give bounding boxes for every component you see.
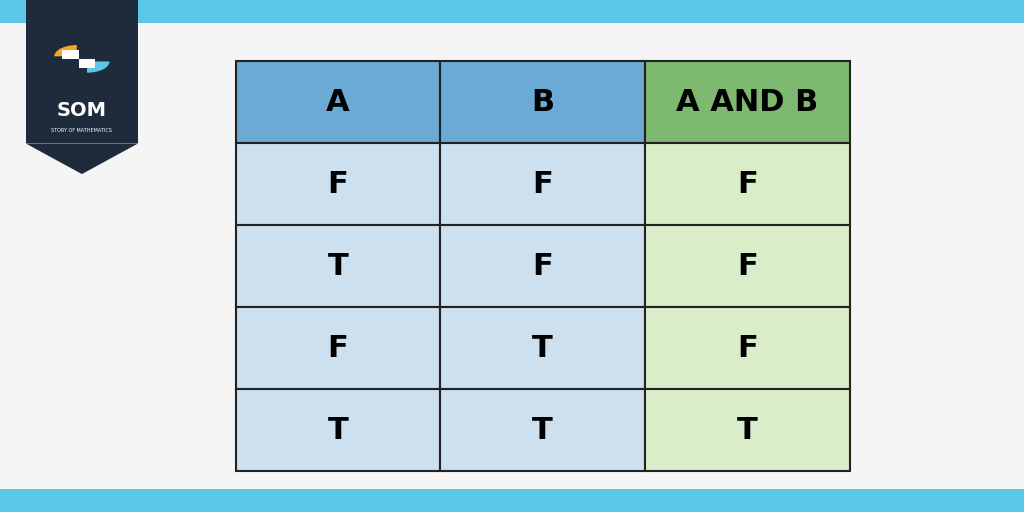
FancyBboxPatch shape xyxy=(0,0,1024,23)
FancyBboxPatch shape xyxy=(26,0,138,143)
Wedge shape xyxy=(54,45,77,56)
Text: F: F xyxy=(737,252,758,281)
FancyBboxPatch shape xyxy=(440,307,645,389)
FancyBboxPatch shape xyxy=(236,225,440,307)
Text: F: F xyxy=(532,252,553,281)
FancyBboxPatch shape xyxy=(440,61,645,143)
FancyBboxPatch shape xyxy=(440,225,645,307)
Text: F: F xyxy=(737,334,758,362)
FancyBboxPatch shape xyxy=(645,61,850,143)
Text: F: F xyxy=(328,170,348,199)
FancyBboxPatch shape xyxy=(0,489,1024,512)
FancyBboxPatch shape xyxy=(645,225,850,307)
FancyBboxPatch shape xyxy=(236,61,440,143)
Text: T: T xyxy=(328,252,348,281)
Text: T: T xyxy=(328,416,348,444)
Polygon shape xyxy=(26,143,138,174)
FancyBboxPatch shape xyxy=(79,59,95,68)
FancyBboxPatch shape xyxy=(236,389,440,471)
Text: SOM: SOM xyxy=(57,100,106,120)
Text: T: T xyxy=(532,334,553,362)
FancyBboxPatch shape xyxy=(236,307,440,389)
FancyBboxPatch shape xyxy=(645,307,850,389)
Text: B: B xyxy=(531,88,554,117)
Wedge shape xyxy=(87,61,110,73)
Text: T: T xyxy=(737,416,758,444)
FancyBboxPatch shape xyxy=(236,143,440,225)
Text: F: F xyxy=(328,334,348,362)
FancyBboxPatch shape xyxy=(62,50,79,59)
Text: A AND B: A AND B xyxy=(677,88,818,117)
Text: STORY OF MATHEMATICS: STORY OF MATHEMATICS xyxy=(51,128,113,133)
FancyBboxPatch shape xyxy=(645,143,850,225)
Text: F: F xyxy=(532,170,553,199)
Text: T: T xyxy=(532,416,553,444)
FancyBboxPatch shape xyxy=(645,389,850,471)
Text: F: F xyxy=(737,170,758,199)
Text: A: A xyxy=(326,88,350,117)
FancyBboxPatch shape xyxy=(440,389,645,471)
FancyBboxPatch shape xyxy=(440,143,645,225)
